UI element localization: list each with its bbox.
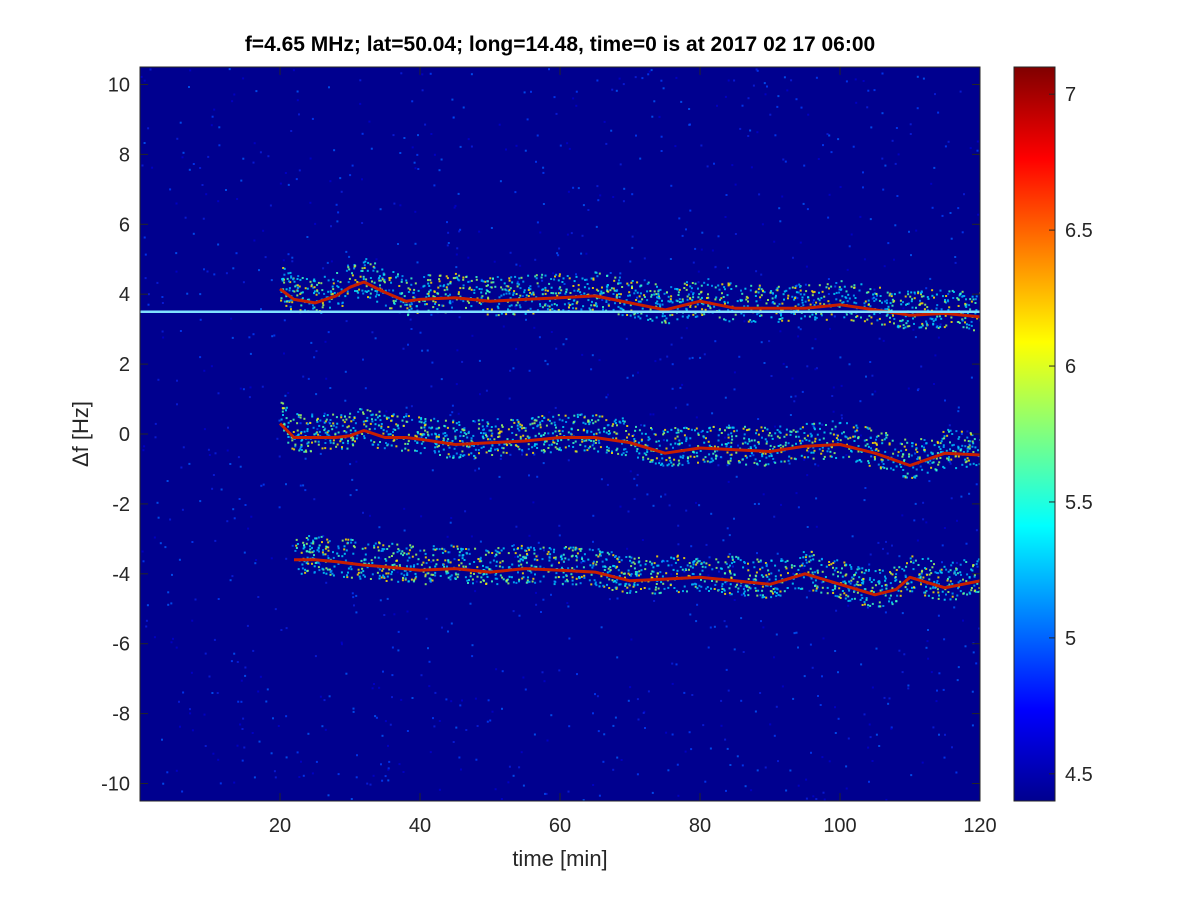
colorbar-tick-label: 5.5 [1065, 492, 1093, 514]
colorbar-tick-label: 6.5 [1065, 220, 1093, 242]
x-tick-label: 20 [269, 815, 291, 837]
colorbar [1013, 66, 1056, 802]
x-axis-label: time [min] [512, 846, 607, 871]
y-tick-label: 8 [119, 144, 130, 166]
colorbar-tick-label: 6 [1065, 356, 1076, 378]
series-line-1 [278, 422, 980, 467]
chart-title: f=4.65 MHz; lat=50.04; long=14.48, time=… [245, 33, 875, 56]
y-tick-label: -2 [112, 494, 130, 516]
colorbar-tick-label: 4.5 [1065, 764, 1093, 786]
y-axis: -10 -8 -6 -4 -2 0 2 4 6 8 10 [101, 74, 980, 796]
x-tick-label: 120 [963, 815, 996, 837]
colorbar-axis: 4.5 5 5.5 6 6.5 7 [1049, 84, 1093, 786]
series-lines [140, 280, 980, 597]
y-tick-label: -10 [101, 774, 130, 796]
y-tick-label: 10 [108, 74, 130, 96]
colorbar-tick-label: 7 [1065, 84, 1076, 106]
x-tick-label: 40 [409, 815, 431, 837]
y-tick-label: -8 [112, 704, 130, 726]
y-tick-label: -4 [112, 564, 130, 586]
y-tick-label: 6 [119, 214, 130, 236]
colorbar-tick-label: 5 [1065, 628, 1076, 650]
y-axis-label: Δf [Hz] [68, 401, 93, 467]
series-line-2 [279, 280, 980, 319]
y-tick-label: -6 [112, 634, 130, 656]
series-line-3 [294, 558, 980, 597]
x-tick-label: 60 [549, 815, 571, 837]
x-tick-label: 100 [823, 815, 856, 837]
x-tick-label: 80 [689, 815, 711, 837]
x-axis: 20 40 60 80 100 120 [269, 67, 997, 837]
background-noise [140, 68, 980, 801]
y-tick-label: 2 [119, 354, 130, 376]
y-tick-label: 0 [119, 424, 130, 446]
y-tick-label: 4 [119, 284, 130, 306]
